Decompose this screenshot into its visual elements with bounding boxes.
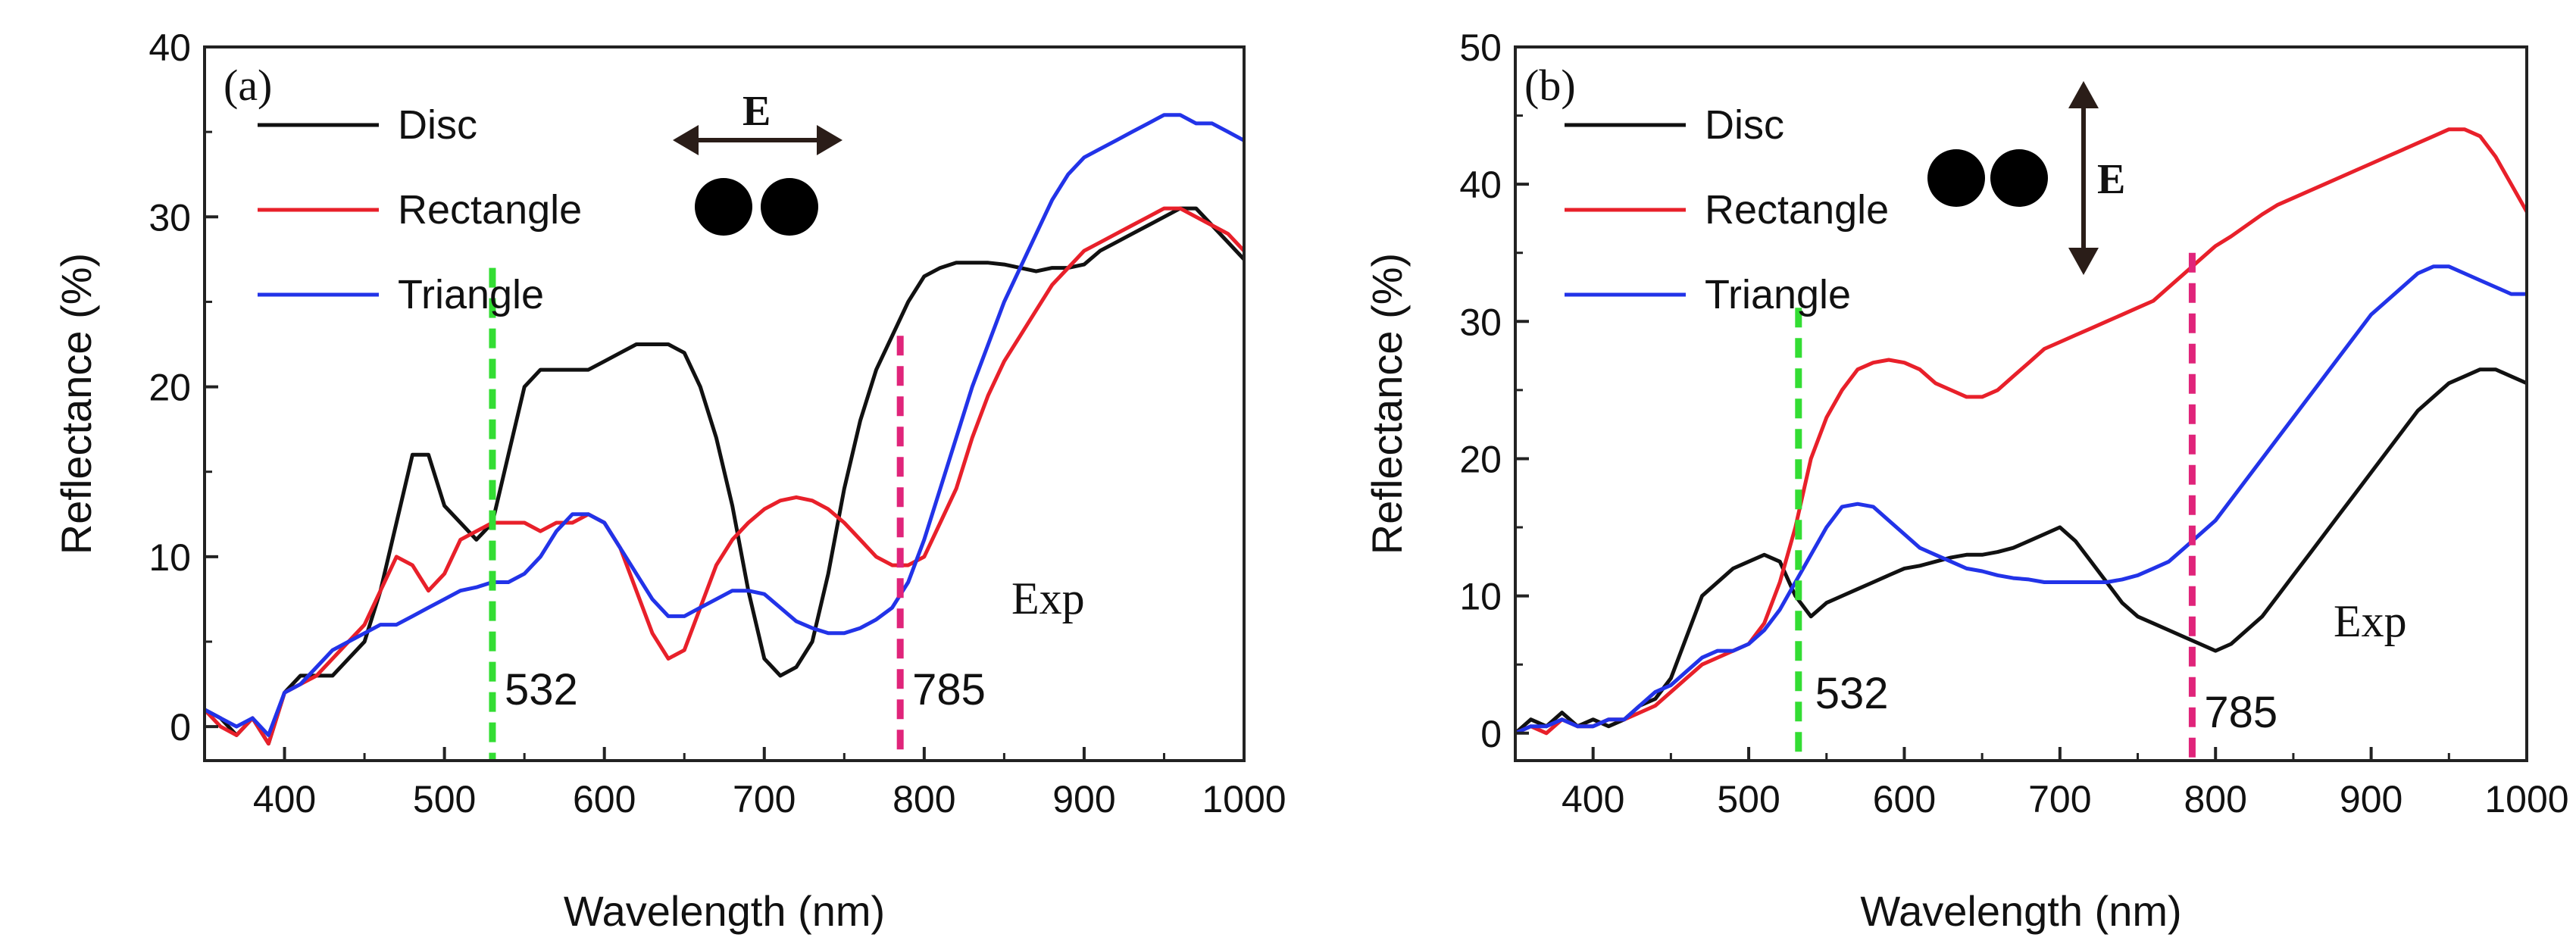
legend-label-triangle: Triangle bbox=[398, 272, 544, 317]
series-line-rectangle bbox=[205, 206, 1244, 746]
x-tick-label: 500 bbox=[1717, 778, 1780, 820]
series-line-disc bbox=[205, 206, 1244, 746]
x-axis-title: Wavelength (nm) bbox=[564, 887, 885, 935]
y-tick-label: 30 bbox=[148, 196, 191, 239]
y-tick-label: 10 bbox=[148, 536, 191, 579]
disc-particle-icon bbox=[1927, 149, 1985, 207]
plot-frame bbox=[1514, 45, 2528, 762]
plot-frame bbox=[203, 45, 1246, 762]
panel-b: 532 785 400 500 600 700 800 900 1000 0 10 20 30 40 50 W… bbox=[1363, 27, 2569, 935]
x-tick-label: 800 bbox=[893, 778, 955, 820]
y-axis-title: Reflectance (%) bbox=[52, 253, 100, 555]
y-tick-label: 0 bbox=[1480, 713, 1502, 755]
x-tick-label: 400 bbox=[1562, 778, 1624, 820]
panel-label: (b) bbox=[1524, 61, 1576, 110]
x-tick-label: 600 bbox=[1873, 778, 1936, 820]
x-tick-label: 400 bbox=[253, 778, 316, 820]
legend-label-disc: Disc bbox=[398, 102, 477, 148]
series-line-triangle bbox=[1515, 264, 2527, 736]
x-axis-title: Wavelength (nm) bbox=[1860, 887, 2181, 935]
series-line-disc bbox=[1515, 367, 2527, 736]
arrow-right-icon bbox=[817, 125, 843, 155]
x-tick-label: 1000 bbox=[2484, 778, 2568, 820]
x-tick-label: 1000 bbox=[1202, 778, 1286, 820]
y-tick-label: 20 bbox=[1459, 438, 1502, 480]
series-line-triangle bbox=[205, 113, 1244, 737]
y-tick-label: 40 bbox=[1459, 164, 1502, 206]
legend-label-rectangle: Rectangle bbox=[1705, 187, 1889, 233]
exp-annotation: Exp bbox=[2334, 596, 2407, 646]
x-tick-label: 500 bbox=[413, 778, 476, 820]
disc-particle-icon bbox=[1990, 149, 2048, 207]
field-label: E bbox=[2097, 156, 2125, 203]
marker-label-785: 785 bbox=[912, 665, 986, 714]
legend-label-disc: Disc bbox=[1705, 102, 1784, 148]
disc-particle-icon bbox=[695, 178, 752, 236]
arrow-up-icon bbox=[2068, 81, 2099, 108]
series-group bbox=[1515, 127, 2527, 736]
legend-label-rectangle: Rectangle bbox=[398, 187, 582, 233]
y-tick-label: 30 bbox=[1459, 301, 1502, 343]
marker-label-785: 785 bbox=[2204, 688, 2277, 737]
x-tick-label: 900 bbox=[2340, 778, 2402, 820]
legend-label-triangle: Triangle bbox=[1705, 272, 1851, 317]
panel-a: 532 785 400 500 600 700 800 900 1000 0 10 20 30 40 Wav… bbox=[52, 27, 1286, 935]
x-tick-label: 700 bbox=[733, 778, 796, 820]
y-tick-label: 50 bbox=[1459, 27, 1502, 69]
field-label: E bbox=[742, 88, 771, 135]
marker-label-532: 532 bbox=[505, 665, 578, 714]
y-tick-label: 10 bbox=[1459, 576, 1502, 618]
arrow-down-icon bbox=[2068, 248, 2099, 275]
x-tick-label: 600 bbox=[573, 778, 636, 820]
x-tick-label: 700 bbox=[2028, 778, 2091, 820]
panel-label: (a) bbox=[224, 61, 272, 110]
y-tick-label: 20 bbox=[148, 367, 191, 409]
disc-particle-icon bbox=[761, 178, 818, 236]
x-tick-label: 900 bbox=[1052, 778, 1115, 820]
exp-annotation: Exp bbox=[1011, 573, 1085, 623]
y-tick-label: 40 bbox=[148, 27, 191, 69]
marker-label-532: 532 bbox=[1815, 669, 1889, 718]
y-tick-label: 0 bbox=[170, 706, 191, 748]
x-tick-label: 800 bbox=[2184, 778, 2247, 820]
y-axis-title: Reflectance (%) bbox=[1363, 253, 1411, 555]
arrow-left-icon bbox=[673, 125, 699, 155]
series-group bbox=[205, 113, 1244, 746]
series-line-rectangle bbox=[1515, 127, 2527, 736]
